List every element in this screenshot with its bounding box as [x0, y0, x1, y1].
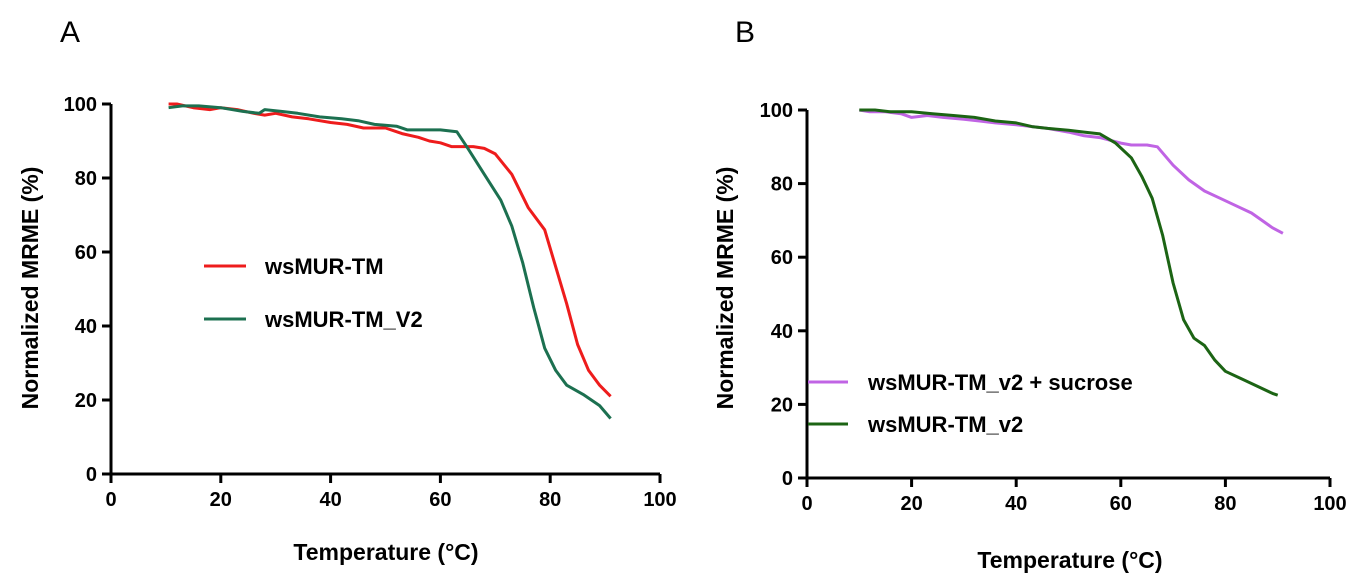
- x-tick-label: 80: [1214, 493, 1236, 515]
- x-tick-label: 60: [429, 489, 451, 511]
- y-tick-label: 20: [75, 390, 97, 412]
- y-axis-title-b: Normalized MRME (%): [712, 167, 738, 410]
- x-tick-label: 60: [1110, 493, 1132, 515]
- panel-label-b: B: [735, 16, 755, 49]
- x-tick-label: 0: [105, 489, 116, 511]
- x-tick-label: 20: [210, 489, 232, 511]
- x-tick-label: 40: [319, 489, 341, 511]
- x-tick-label: 100: [643, 489, 676, 511]
- x-tick-label: 80: [539, 489, 561, 511]
- y-tick-label: 80: [75, 168, 97, 190]
- x-axis-title-b: Temperature (°C): [977, 547, 1162, 573]
- legend-label-2: wsMUR-TM_V2: [264, 307, 423, 332]
- x-tick-label: 0: [801, 493, 812, 515]
- chart-panel-a: A Temperature (°C) Normalized MRME (%) 0…: [17, 16, 677, 565]
- legend-label-1: wsMUR-TM: [264, 254, 384, 279]
- x-tick-label: 40: [1005, 493, 1027, 515]
- y-tick-label: 80: [771, 174, 793, 196]
- chart-panel-b: B Temperature (°C) Normalized MRME (%) 0…: [712, 16, 1347, 573]
- legend-label-2: wsMUR-TM_v2: [867, 412, 1023, 437]
- x-tick-label: 20: [900, 493, 922, 515]
- y-tick-label: 20: [771, 394, 793, 416]
- series-line-2: [168, 104, 612, 420]
- y-tick-label: 40: [75, 316, 97, 338]
- y-tick-label: 0: [782, 468, 793, 490]
- y-tick-label: 60: [75, 242, 97, 264]
- panel-label-a: A: [60, 16, 80, 49]
- series-line-1: [168, 102, 612, 398]
- y-tick-label: 100: [760, 100, 793, 122]
- y-tick-label: 0: [86, 464, 97, 486]
- x-tick-label: 100: [1313, 493, 1346, 515]
- y-tick-label: 100: [64, 94, 97, 116]
- y-tick-label: 40: [771, 321, 793, 343]
- y-tick-label: 60: [771, 247, 793, 269]
- x-axis-title-a: Temperature (°C): [293, 539, 478, 565]
- y-axis-title-a: Normalized MRME (%): [17, 167, 43, 410]
- series-line-2: [859, 108, 1279, 397]
- legend-label-1: wsMUR-TM_v2 + sucrose: [867, 370, 1133, 395]
- series-line-1: [859, 108, 1284, 235]
